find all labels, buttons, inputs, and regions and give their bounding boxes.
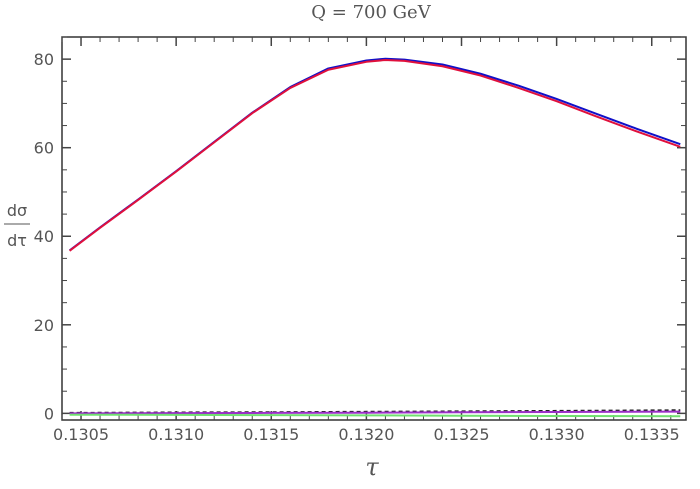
y-tick-label: 0 [44,404,54,423]
series-line-5 [69,413,681,418]
axis-ticks: 0.1305 0.1310 0.1315 0.1320 0.1325 0.1330 0.13… [34,36,686,444]
y-tick-label: 60 [34,139,54,158]
series-line-1 [69,57,681,252]
series-layer [69,57,681,418]
x-axis-label: τ [365,453,379,481]
y-tick-label: 40 [34,227,54,246]
series-line-4 [69,410,681,415]
x-tick-label: 0.1330 [529,425,585,444]
x-tick-label: 0.1335 [624,425,680,444]
x-tick-label: 0.1310 [148,425,204,444]
x-tick-label: 0.1305 [53,425,109,444]
x-tick-label: 0.1325 [434,425,490,444]
y-axis-label-denominator: dτ [7,231,27,250]
x-tick-label: 0.1315 [243,425,299,444]
y-axis-label-numerator: dσ [7,201,27,220]
y-axis-label: dσ dτ [4,201,30,250]
y-tick-label: 80 [34,50,54,69]
x-tick-label: 0.1320 [338,425,394,444]
y-tick-label: 20 [34,316,54,335]
plot-frame [61,36,687,421]
series-line-2 [69,59,681,252]
chart-title: Q = 700 GeV [311,2,431,23]
plot-area-border [61,36,687,421]
